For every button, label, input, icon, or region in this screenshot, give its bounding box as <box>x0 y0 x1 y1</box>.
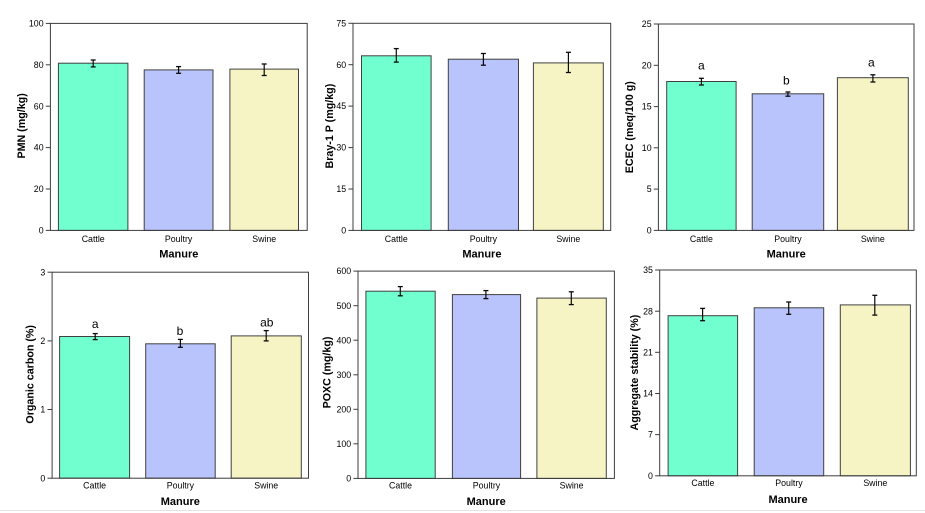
svg-text:3: 3 <box>40 267 45 277</box>
svg-text:28: 28 <box>643 306 653 316</box>
svg-text:2: 2 <box>40 336 45 346</box>
svg-text:a: a <box>868 56 875 70</box>
svg-text:Poultry: Poultry <box>775 478 803 488</box>
svg-text:400: 400 <box>337 335 352 345</box>
svg-text:Manure: Manure <box>467 496 506 508</box>
svg-text:Swine: Swine <box>861 234 885 244</box>
svg-text:14: 14 <box>643 389 653 399</box>
svg-text:a: a <box>92 317 99 331</box>
svg-text:ab: ab <box>260 316 274 330</box>
svg-text:100: 100 <box>337 439 352 449</box>
svg-text:60: 60 <box>336 60 346 70</box>
svg-text:30: 30 <box>336 143 346 153</box>
svg-text:Cattle: Cattle <box>690 234 713 244</box>
svg-text:Manure: Manure <box>462 248 501 260</box>
svg-text:600: 600 <box>337 266 352 276</box>
svg-text:80: 80 <box>34 60 44 70</box>
svg-text:b: b <box>783 73 790 87</box>
svg-text:POXC (mg/kg): POXC (mg/kg) <box>322 336 334 408</box>
svg-text:60: 60 <box>34 101 44 111</box>
svg-text:500: 500 <box>337 301 352 311</box>
svg-text:Cattle: Cattle <box>385 234 408 244</box>
svg-text:Poultry: Poultry <box>165 234 193 244</box>
svg-text:0: 0 <box>40 473 45 483</box>
svg-text:Organic carbon (%): Organic carbon (%) <box>24 325 36 424</box>
svg-text:7: 7 <box>648 430 653 440</box>
svg-text:Swine: Swine <box>863 478 887 488</box>
svg-text:21: 21 <box>643 347 653 357</box>
svg-text:100: 100 <box>29 19 44 29</box>
svg-text:20: 20 <box>34 184 44 194</box>
svg-text:ECEC (meq/100 g): ECEC (meq/100 g) <box>624 81 636 173</box>
svg-text:Cattle: Cattle <box>82 234 105 244</box>
svg-text:0: 0 <box>39 226 44 236</box>
svg-text:Manure: Manure <box>161 496 200 508</box>
svg-text:25: 25 <box>642 19 652 29</box>
svg-text:a: a <box>698 59 705 73</box>
svg-text:Poultry: Poultry <box>167 481 195 491</box>
svg-text:Swine: Swine <box>556 234 580 244</box>
svg-text:Cattle: Cattle <box>83 481 106 491</box>
svg-text:45: 45 <box>336 101 346 111</box>
svg-text:Aggregate stability (%): Aggregate stability (%) <box>629 314 641 430</box>
svg-text:Manure: Manure <box>768 494 807 506</box>
svg-text:5: 5 <box>647 184 652 194</box>
svg-text:15: 15 <box>336 184 346 194</box>
svg-text:Manure: Manure <box>159 248 198 260</box>
svg-text:200: 200 <box>337 404 352 414</box>
svg-text:0: 0 <box>341 226 346 236</box>
svg-text:0: 0 <box>648 471 653 481</box>
svg-text:300: 300 <box>337 370 352 380</box>
svg-text:Cattle: Cattle <box>691 478 714 488</box>
svg-text:b: b <box>177 324 184 338</box>
svg-text:10: 10 <box>642 143 652 153</box>
svg-text:Bray-1 P (mg/kg): Bray-1 P (mg/kg) <box>324 83 336 168</box>
svg-text:Poultry: Poultry <box>470 234 498 244</box>
svg-text:PMN (mg/kg): PMN (mg/kg) <box>16 93 28 159</box>
svg-text:Poultry: Poultry <box>473 481 501 491</box>
svg-text:0: 0 <box>647 226 652 236</box>
svg-text:Cattle: Cattle <box>389 481 412 491</box>
svg-text:Manure: Manure <box>767 248 806 260</box>
svg-text:35: 35 <box>643 265 653 275</box>
svg-text:Swine: Swine <box>254 481 278 491</box>
svg-text:Swine: Swine <box>560 481 584 491</box>
svg-text:0: 0 <box>346 474 351 484</box>
svg-text:40: 40 <box>34 143 44 153</box>
svg-text:Swine: Swine <box>252 234 276 244</box>
svg-text:15: 15 <box>642 102 652 112</box>
svg-text:1: 1 <box>40 405 45 415</box>
svg-text:75: 75 <box>336 18 346 28</box>
svg-text:Poultry: Poultry <box>774 234 802 244</box>
svg-text:20: 20 <box>642 60 652 70</box>
